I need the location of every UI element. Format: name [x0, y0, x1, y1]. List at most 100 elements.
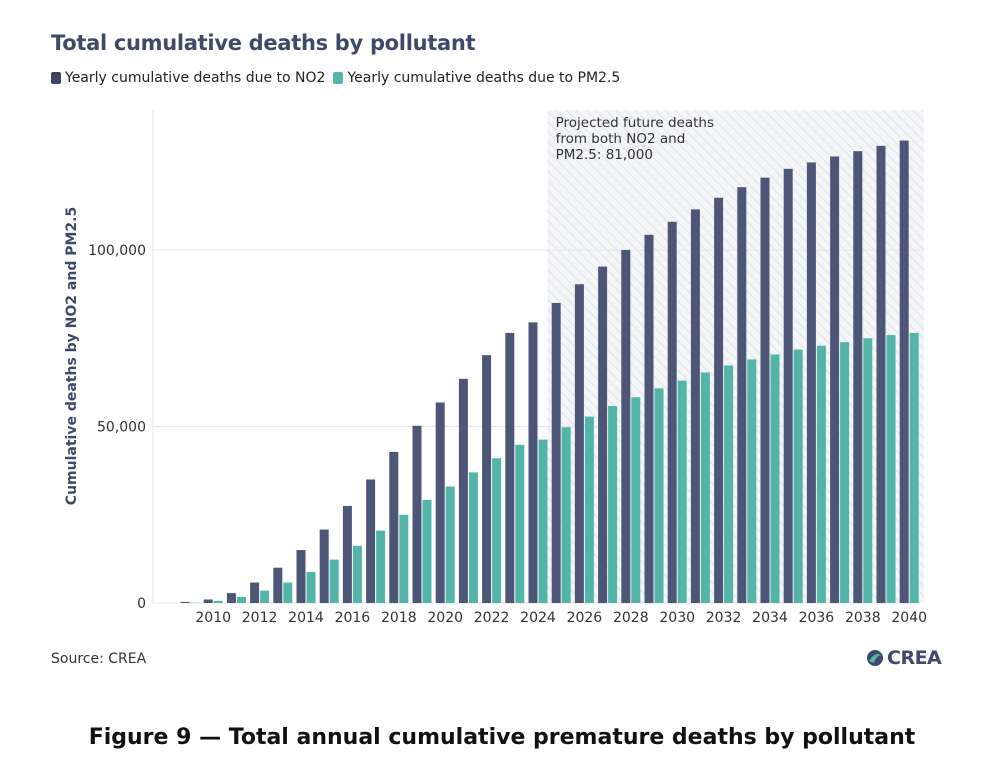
bar-pm25-2018	[399, 514, 409, 603]
bar-pm25-2013	[283, 582, 293, 603]
bar-no2-2031	[690, 209, 700, 603]
crea-logo: CREA	[866, 647, 942, 669]
figure-caption: Figure 9 — Total annual cumulative prema…	[88, 725, 916, 750]
legend: Yearly cumulative deaths due to NO2 Year…	[51, 70, 628, 86]
x-tick-label: 2022	[474, 610, 510, 626]
bar-no2-2013	[273, 567, 283, 603]
x-tick-label: 2032	[706, 610, 742, 626]
bar-no2-2039	[876, 145, 886, 604]
bar-no2-2016	[342, 505, 352, 603]
annotation-line: from both NO2 and	[556, 131, 686, 147]
bar-no2-2032	[714, 197, 724, 604]
bar-pm25-2021	[468, 472, 478, 603]
bar-pm25-2040	[909, 332, 919, 603]
bar-no2-2035	[783, 168, 793, 603]
annotation-line: PM2.5: 81,000	[556, 147, 653, 163]
x-tick-label: 2020	[427, 610, 463, 626]
bar-pm25-2012	[260, 590, 270, 603]
x-tick-label: 2010	[195, 610, 231, 626]
x-tick-label: 2028	[613, 610, 649, 626]
bar-chart: 0 50,000 100,000 2010 2012 2014 2016 2018 2020 20…	[64, 110, 927, 626]
x-tick-label: 2030	[659, 610, 695, 626]
bar-no2-2023	[505, 332, 515, 603]
bar-no2-2021	[458, 378, 468, 603]
legend-swatch-pm25	[333, 72, 344, 84]
x-tick-label: 2034	[752, 610, 788, 626]
bar-pm25-2022	[492, 458, 502, 603]
legend-label-no2: Yearly cumulative deaths due to NO2	[65, 70, 326, 86]
bar-pm25-2036	[816, 345, 826, 603]
bar-pm25-2017	[376, 530, 386, 603]
bar-no2-2018	[389, 451, 399, 603]
x-tick-label: 2014	[288, 610, 324, 626]
x-tick-label: 2012	[242, 610, 278, 626]
bar-no2-2011	[226, 593, 236, 603]
bar-pm25-2011	[236, 596, 246, 603]
x-tick-label: 2026	[567, 610, 603, 626]
bar-no2-2027	[598, 266, 608, 603]
x-tick-label: 2016	[335, 610, 371, 626]
bar-pm25-2019	[422, 499, 432, 603]
source-note: Source: CREA	[51, 651, 147, 667]
bar-pm25-2037	[840, 342, 850, 603]
x-tick-label: 2040	[891, 610, 927, 626]
bar-pm25-2029	[654, 388, 664, 603]
bar-pm25-2031	[700, 372, 710, 603]
bar-pm25-2033	[747, 359, 757, 603]
bar-no2-2033	[737, 187, 747, 603]
bar-pm25-2034	[770, 354, 780, 603]
bar-no2-2029	[644, 234, 654, 604]
bar-no2-2015	[319, 529, 329, 603]
legend-item-pm25: Yearly cumulative deaths due to PM2.5	[333, 70, 620, 86]
bar-no2-2014	[296, 550, 306, 603]
bar-no2-2034	[760, 177, 770, 603]
bar-pm25-2024	[538, 439, 548, 603]
bar-no2-2010	[203, 599, 213, 603]
bar-pm25-2023	[515, 444, 525, 603]
bar-pm25-2014	[306, 571, 316, 603]
legend-label-pm25: Yearly cumulative deaths due to PM2.5	[347, 70, 621, 86]
bar-pm25-2015	[329, 559, 339, 603]
bar-pm25-2032	[724, 365, 734, 603]
bar-pm25-2020	[445, 486, 455, 603]
bar-no2-2020	[435, 402, 445, 603]
crea-logo-text: CREA	[887, 647, 942, 669]
legend-item-no2: Yearly cumulative deaths due to NO2	[51, 70, 325, 86]
bar-no2-2037	[830, 156, 840, 603]
bar-pm25-2035	[793, 349, 803, 603]
bar-no2-2022	[482, 355, 492, 603]
crea-logo-icon	[867, 650, 883, 666]
bar-no2-2026	[574, 284, 584, 603]
y-tick-label: 100,000	[88, 243, 146, 259]
bar-no2-2009	[180, 601, 190, 603]
bar-no2-2038	[853, 151, 863, 603]
y-tick-label: 0	[137, 596, 146, 612]
bar-pm25-2016	[352, 545, 362, 603]
chart-title: Total cumulative deaths by pollutant	[51, 31, 476, 55]
x-tick-label: 2018	[381, 610, 417, 626]
bar-pm25-2025	[561, 427, 571, 603]
bar-no2-2036	[806, 162, 816, 603]
bar-no2-2028	[621, 250, 631, 603]
y-axis-label: Cumulative deaths by NO2 and PM2.5	[64, 207, 80, 505]
y-tick-label: 50,000	[97, 420, 146, 436]
bar-pm25-2038	[863, 338, 873, 603]
annotation-line: Projected future deaths	[556, 115, 714, 131]
bar-pm25-2026	[584, 416, 594, 603]
bar-pm25-2010	[213, 600, 223, 603]
x-tick-label: 2038	[845, 610, 881, 626]
bar-pm25-2039	[886, 335, 896, 603]
bar-no2-2012	[250, 582, 260, 603]
bar-no2-2040	[899, 140, 909, 603]
bar-pm25-2027	[608, 406, 618, 603]
bar-pm25-2028	[631, 397, 641, 603]
bar-no2-2025	[551, 302, 561, 603]
bar-no2-2019	[412, 425, 422, 603]
bar-no2-2017	[366, 479, 376, 603]
x-tick-label: 2036	[799, 610, 835, 626]
x-tick-label: 2024	[520, 610, 556, 626]
bar-no2-2024	[528, 322, 538, 603]
bar-no2-2030	[667, 221, 677, 603]
legend-swatch-no2	[51, 72, 61, 84]
bar-pm25-2030	[677, 380, 687, 603]
